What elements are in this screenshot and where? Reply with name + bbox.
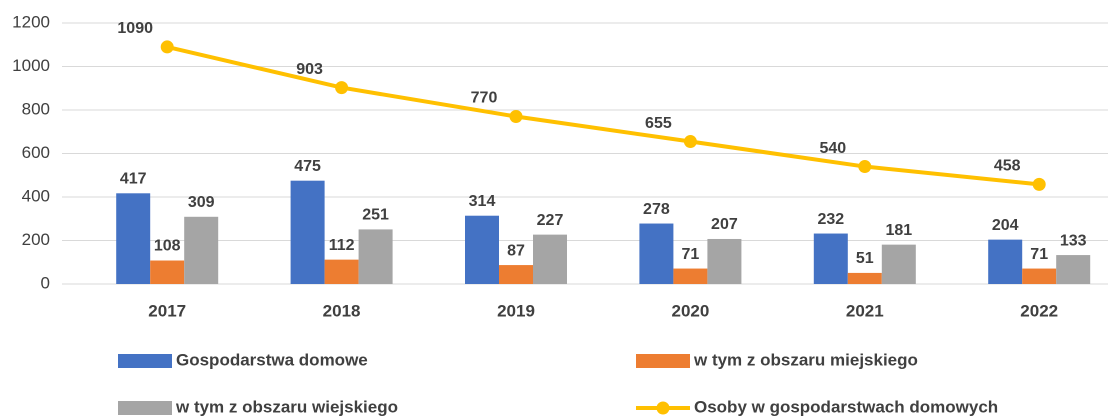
legend-label: Gospodarstwa domowe: [176, 350, 368, 369]
bar: [673, 268, 708, 284]
line-marker: [683, 135, 697, 149]
bar: [184, 216, 219, 284]
line-value-label: 458: [994, 158, 1021, 175]
bar-value-label: 181: [885, 222, 912, 239]
bar-value-label: 417: [120, 171, 147, 188]
legend-label: w tym z obszaru wiejskiego: [175, 397, 398, 416]
bar-value-label: 251: [362, 207, 389, 224]
x-tick-label: 2017: [148, 301, 186, 320]
y-tick-label: 1000: [12, 56, 50, 75]
y-tick-label: 200: [22, 230, 50, 249]
y-tick-label: 600: [22, 143, 50, 162]
x-tick-label: 2019: [497, 301, 535, 320]
bar-value-label: 87: [507, 242, 525, 259]
bar-value-label: 309: [188, 194, 215, 211]
bar: [150, 260, 185, 284]
bar: [813, 233, 848, 284]
bar: [847, 272, 882, 284]
line-value-label: 655: [645, 115, 672, 132]
legend-swatch: [656, 401, 670, 415]
x-tick-label: 2018: [323, 301, 361, 320]
bar: [290, 180, 325, 284]
line-marker: [335, 81, 349, 95]
bar-value-label: 71: [1030, 246, 1048, 263]
bar-value-label: 112: [329, 237, 355, 254]
bar-value-label: 314: [469, 193, 496, 210]
bar: [533, 234, 567, 284]
line-marker: [160, 40, 174, 54]
legend-swatch: [636, 354, 690, 368]
bar: [1022, 268, 1057, 284]
y-tick-label: 1200: [12, 12, 50, 31]
bar: [499, 265, 533, 284]
bar: [358, 229, 393, 284]
line-marker: [1032, 177, 1046, 191]
line-marker: [509, 110, 523, 124]
bar: [639, 223, 674, 284]
bar: [707, 238, 742, 284]
legend-label: Osoby w gospodarstwach domowych: [694, 397, 998, 416]
line-marker: [858, 160, 872, 174]
y-tick-label: 400: [22, 186, 50, 205]
x-tick-label: 2021: [846, 301, 884, 320]
bar-value-label: 108: [154, 238, 181, 255]
bar-value-label: 51: [856, 250, 874, 267]
legend-swatch: [118, 354, 172, 368]
bar-value-label: 278: [643, 201, 670, 218]
x-tick-label: 2022: [1020, 301, 1058, 320]
y-tick-label: 800: [22, 99, 50, 118]
legend-swatch: [118, 401, 172, 415]
bar: [1056, 255, 1091, 284]
line-value-label: 770: [471, 90, 498, 107]
bar-value-label: 133: [1060, 232, 1087, 249]
bar: [465, 215, 499, 284]
line: [166, 44, 1040, 187]
bar-value-label: 232: [817, 211, 844, 228]
bar: [988, 239, 1023, 284]
bar-value-label: 475: [294, 158, 321, 175]
bar: [324, 259, 359, 284]
x-tick-label: 2020: [671, 301, 709, 320]
y-tick-label: 0: [41, 273, 50, 292]
bar-value-label: 227: [537, 212, 564, 229]
bar-value-label: 204: [992, 217, 1019, 234]
bar-value-label: 207: [711, 216, 738, 233]
bar-value-label: 71: [682, 246, 700, 263]
line-value-label: 903: [296, 61, 323, 78]
legend-label: w tym z obszaru miejskiego: [693, 350, 918, 369]
line-value-label: 540: [819, 140, 846, 157]
bar: [881, 244, 916, 284]
line-value-label: 1090: [117, 20, 153, 37]
bar: [116, 193, 151, 284]
